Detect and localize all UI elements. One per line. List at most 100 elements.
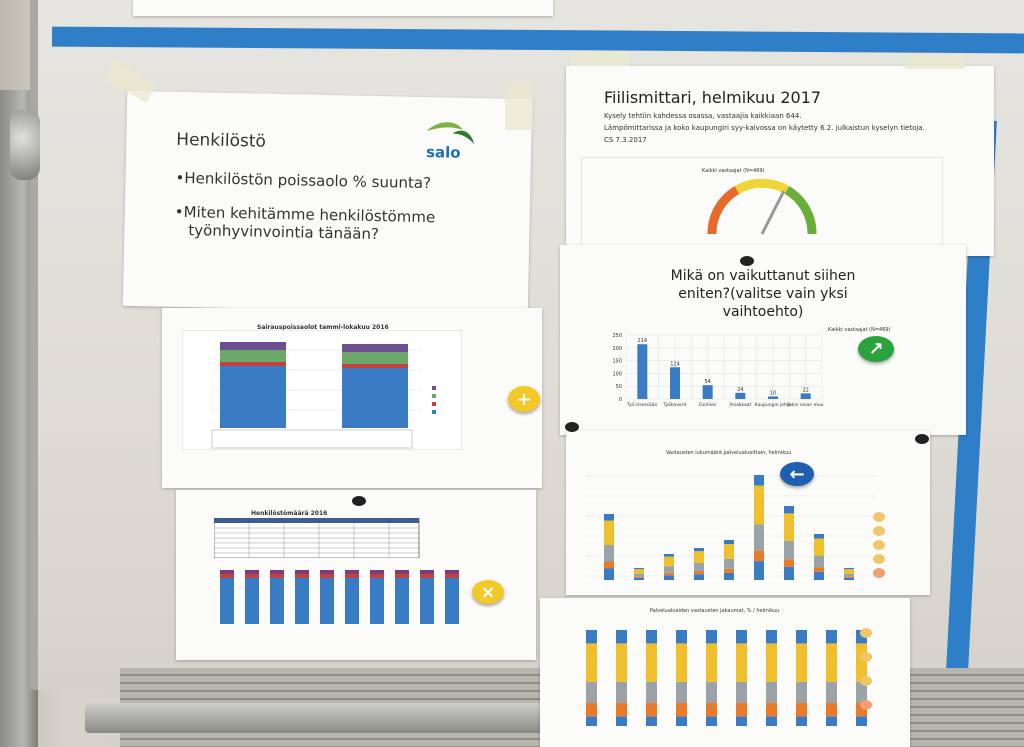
bar-segment — [345, 578, 359, 624]
bar — [637, 344, 648, 399]
bar-segment — [586, 702, 597, 717]
bar-segment — [245, 570, 259, 574]
bar-segment — [736, 702, 747, 717]
bar-segment — [420, 570, 434, 574]
bar-segment — [766, 630, 777, 644]
bar-segment — [844, 576, 854, 578]
bar-segment — [706, 716, 717, 726]
bar-value-label: 10 — [770, 390, 776, 396]
bar-segment — [604, 561, 614, 569]
bar-segment — [706, 681, 717, 703]
smiley-column — [873, 512, 887, 592]
chart-legend: Kaikki vastaajat (N=469) — [828, 327, 891, 333]
bar-segment — [814, 538, 824, 556]
bar-segment — [295, 574, 309, 578]
bar-segment — [784, 513, 794, 541]
smiley-column — [860, 628, 874, 738]
pin — [352, 496, 366, 506]
bar-segment — [664, 554, 674, 557]
bar-segment — [676, 630, 687, 644]
bar-segment — [754, 524, 764, 551]
bar-segment — [766, 702, 777, 717]
bar-segment — [814, 571, 824, 580]
bar-segment — [664, 556, 674, 567]
bar-segment — [586, 643, 597, 682]
bar-segment — [586, 630, 597, 644]
tape — [505, 82, 533, 130]
chart-title: Vastausten lukumäärä palvelualueittain, … — [666, 450, 792, 456]
poster-vastausten-lukumaara: Vastausten lukumäärä palvelualueittain, … — [566, 430, 930, 595]
bar-segment — [796, 702, 807, 717]
y-tick-label: 200 — [612, 346, 622, 352]
bar-segment — [826, 702, 837, 717]
question-line-2: eniten?(valitse vain yksi — [678, 286, 848, 302]
bar-segment — [814, 534, 824, 539]
y-tick-label: 250 — [612, 333, 622, 339]
bar-segment — [826, 681, 837, 703]
bar-segment — [784, 559, 794, 567]
vaikuttanut-bar-chart: 0 50 100 150 200 250 214 Työ itsessään 124 Työka… — [612, 333, 824, 408]
bar-segment — [634, 576, 644, 578]
door-handle — [10, 110, 40, 180]
bar-segment — [395, 574, 409, 578]
category-label: Jokin aivan muu — [787, 402, 824, 408]
bar-segment — [445, 570, 459, 574]
bar-segment — [220, 570, 234, 574]
arrow-left-magnet-icon: ← — [780, 462, 814, 486]
bar-segment — [646, 702, 657, 717]
bar-segment — [784, 566, 794, 580]
poster-palvelualueiden: Palvelualueiden vastausten jakaumat, % /… — [540, 598, 910, 747]
bar-segment — [370, 574, 384, 578]
bar-2015 — [220, 342, 286, 350]
y-tick-label: 100 — [612, 371, 622, 377]
arrow-up-right-magnet-icon: ↗ — [858, 336, 894, 362]
bar-segment — [724, 540, 734, 544]
info-line-2: Lämpömittarissa ja koko kaupungiri syy-k… — [604, 124, 925, 132]
bar-segment — [814, 567, 824, 572]
bar-segment — [370, 578, 384, 624]
bar-segment — [245, 578, 259, 624]
smiley-icon — [873, 512, 885, 522]
bar — [735, 392, 746, 399]
bar-segment — [616, 681, 627, 703]
bar-segment — [724, 544, 734, 559]
bar-segment — [694, 548, 704, 552]
gauge-panel: Kaikki vastaajat (N=469) — [582, 158, 942, 254]
bar-segment — [766, 643, 777, 682]
category-label: Esimies — [699, 402, 717, 408]
bar-segment — [420, 578, 434, 624]
smiley-icon — [873, 554, 885, 564]
bar-segment — [736, 681, 747, 703]
paper-top-partial — [133, 0, 553, 16]
bar-segment — [616, 702, 627, 717]
smiley-icon — [860, 700, 872, 710]
bar-segment — [796, 681, 807, 703]
category-label: Kaupungin johto — [755, 402, 792, 408]
bar-segment — [676, 716, 687, 726]
bullet-1: •Henkilöstön poissaolo % suunta? — [175, 168, 432, 193]
info-line-3: CS 7.3.2017 — [604, 136, 647, 144]
bar-segment — [634, 573, 644, 577]
tape — [905, 55, 965, 69]
info-line-1: Kysely tehtiin kahdessa osassa, vastaaji… — [604, 112, 802, 120]
bar-segment — [586, 716, 597, 726]
bar-value-label: 214 — [638, 338, 648, 344]
bar-segment — [736, 643, 747, 682]
bar-segment — [796, 643, 807, 682]
y-tick-label: 50 — [616, 384, 622, 390]
bar-segment — [694, 571, 704, 575]
bar-segment — [646, 681, 657, 703]
bar-segment — [395, 570, 409, 574]
bar-segment — [220, 578, 234, 624]
headcount-bars — [220, 570, 459, 624]
chart-title: Henkilöstömäärä 2016 — [251, 510, 328, 517]
chart-title: Palvelualueiden vastausten jakaumat, % /… — [650, 608, 780, 614]
bar-segment — [844, 569, 854, 574]
bar-segment — [724, 558, 734, 569]
bar-segment — [395, 578, 409, 624]
poster-title: Fiilismittari, helmikuu 2017 — [604, 88, 822, 107]
bar-segment — [664, 566, 674, 573]
palvelualue-stacked-chart — [586, 475, 876, 580]
bar-segment — [694, 551, 704, 564]
bar-segment — [664, 572, 674, 576]
